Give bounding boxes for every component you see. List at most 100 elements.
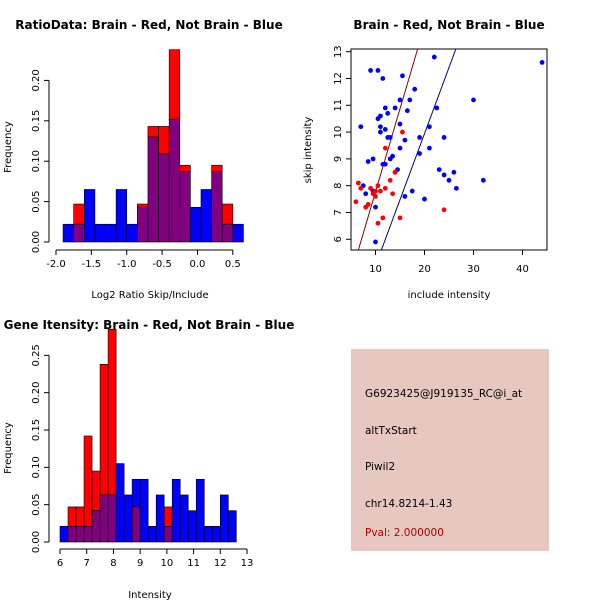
ratio-histogram-bar-brain [158,126,170,155]
scatter-y-tick-label: 8 [333,182,344,188]
event-type-text: altTxStart [365,425,417,437]
ratio-histogram-x-tick-label: 0.5 [225,259,241,270]
scatter-point-not-brain [385,110,391,116]
scatter-point-not-brain [431,54,437,60]
ratio-histogram-y-tick-label: 0.15 [31,110,42,132]
scatter-point-not-brain [480,177,486,183]
intensity-histogram-y-tick-label: 0.10 [31,456,42,478]
ratio-histogram-bar-brain [168,49,181,120]
scatter-point-not-brain [390,153,396,159]
intensity-histogram-x-tick-label: 10 [160,558,173,569]
scatter-y-tick-label: 9 [333,156,344,162]
scatter-point-brain [392,169,398,175]
scatter-ylabel: skip intensity [303,117,314,184]
ratio-histogram-bar-not-brain [83,189,96,243]
scatter-point-not-brain [378,124,383,130]
scatter-point-not-brain [427,145,432,151]
scatter-point-not-brain [427,124,432,130]
scatter-point-brain [373,194,378,199]
intensity-histogram-axes: 6 7 8 9 10 11 12 13 0.00 0.05 0.10 0.15 0.20 0.25 [31,344,253,569]
scatter-plot-area [353,49,545,250]
intensity-histogram-x-tick-label: 9 [137,558,143,569]
ratio-histogram-bar-not-brain [105,223,117,243]
scatter-point-brain [382,185,388,191]
ratio-histogram-title: RatioData: Brain - Red, Not Brain - Blue [15,18,282,32]
ratio-histogram-bar-overlap [147,136,159,243]
scatter-point-brain [358,185,364,191]
intensity-histogram-y-tick-label: 0.25 [31,344,42,366]
scatter-y-tick-label: 11 [333,99,344,112]
scatter-point-not-brain [368,68,373,73]
ratio-histogram-bar-brain [179,164,191,173]
intensity-histogram-x-tick-label: 13 [241,558,254,569]
scatter-point-brain [400,129,405,135]
ratio-histogram-y-tick-label: 0.05 [31,190,42,212]
scatter-point-brain [378,188,383,194]
scatter-panel: Brain - Red, Not Brain - Blue include in… [303,18,548,301]
scatter-point-not-brain [373,239,378,245]
scatter-x-tick-label: 20 [418,264,431,275]
intensity-histogram-bar-not-brain [59,526,69,543]
scatter-point-not-brain [409,188,415,194]
ratio-histogram-bar-overlap [168,118,181,243]
scatter-point-brain [441,207,447,213]
ratio-histogram-x-tick-label: 0.0 [190,259,206,270]
ratio-histogram-bar-not-brain [232,223,244,243]
scatter-point-not-brain [378,129,383,135]
intensity-histogram-bar-brain [75,506,85,527]
ratio-histogram-bar-overlap [73,223,85,243]
intensity-histogram-bar-overlap [75,526,85,543]
scatter-point-not-brain [365,159,371,164]
scatter-point-not-brain [412,86,418,92]
scatter-point-brain [382,145,388,151]
scatter-point-not-brain [404,108,410,114]
scatter-point-brain [353,199,359,205]
intensity-histogram-y-tick-label: 0.20 [31,382,42,404]
intensity-histogram-bar-brain [83,435,93,527]
intensity-histogram-bar-brain [91,470,101,511]
ratio-histogram-bar-overlap [211,171,223,243]
scatter-point-not-brain [382,161,388,167]
scatter-point-not-brain [446,177,452,183]
scatter-x-tick-label: 30 [467,264,480,275]
scatter-point-brain [390,191,396,197]
intensity-histogram-x-tick-label: 11 [187,558,200,569]
ratio-histogram-x-tick-label: -1.0 [117,259,137,270]
ratio-histogram-x-tick-label: -1.5 [82,259,102,270]
scatter-x-tick-label: 40 [516,264,529,275]
probe-id-text: G6923425@J919135_RC@i_at [365,388,522,400]
scatter-point-not-brain [539,60,545,65]
intensity-histogram-bar-not-brain [139,478,149,543]
ratio-histogram-bar-brain [147,126,159,138]
intensity-histogram-bar-brain [107,328,117,496]
ratio-histogram-bar-overlap [137,206,149,243]
ratio-histogram-bar-brain [211,164,223,173]
intensity-histogram-bar-not-brain [179,494,189,543]
intensity-histogram-bar-not-brain [147,526,157,543]
scatter-point-not-brain [422,196,427,202]
ratio-histogram-xlabel: Log2 Ratio Skip/Include [91,290,208,301]
scatter-title: Brain - Red, Not Brain - Blue [353,18,544,32]
scatter-point-brain [373,188,378,194]
intensity-histogram-bar-not-brain [187,510,197,543]
intensity-histogram-bar-not-brain [195,478,205,543]
scatter-point-brain [355,180,361,186]
ratio-histogram-x-tick-label: -0.5 [152,259,172,270]
intensity-histogram-panel: Gene Itensity: Brain - Red, Not Brain - … [3,318,294,600]
intensity-histogram-title: Gene Itensity: Brain - Red, Not Brain - … [4,318,295,332]
intensity-histogram-x-tick-label: 8 [110,558,116,569]
scatter-point-not-brain [397,121,403,127]
pval-text: Pval: 2.000000 [365,527,444,539]
intensity-histogram-y-tick-label: 0.00 [31,531,42,553]
ratio-histogram-y-tick-label: 0.00 [31,231,42,253]
ratio-histogram-bar-brain [221,203,234,225]
scatter-point-not-brain [402,137,408,143]
ratio-histogram-x-tick-label: -2.0 [46,259,66,270]
intensity-histogram-bar-overlap [83,526,93,543]
scatter-y-tick-label: 13 [333,45,344,58]
fit-line-brain [357,49,419,250]
scatter-axes: 10 20 30 40 6 7 8 9 10 11 12 13 [333,45,529,275]
ratio-histogram-axes: -2.0 -1.5 -1.0 -0.5 0.0 0.5 0.00 0.05 0.10 0.15 0.… [31,69,241,270]
ratio-histogram-bar-brain [73,203,85,225]
